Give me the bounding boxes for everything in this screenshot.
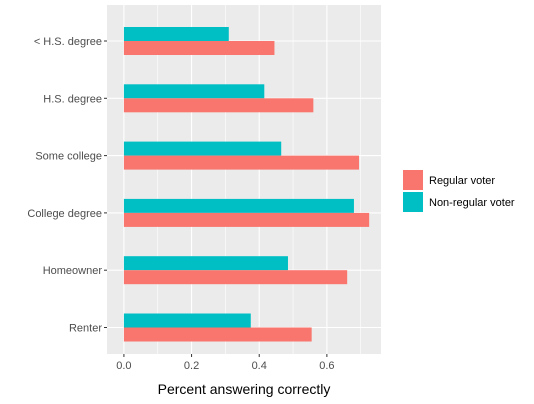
bar-regular-1 xyxy=(123,98,314,113)
plot-panel xyxy=(107,5,381,354)
bar-regular-0 xyxy=(123,41,275,55)
y-tick-label: Renter xyxy=(69,323,102,335)
x-tick-label: 0.0 xyxy=(116,360,131,372)
bar-non-regular-0 xyxy=(123,27,229,41)
x-tick-label: 0.2 xyxy=(184,360,199,372)
y-tick-label: College degree xyxy=(27,208,102,220)
legend: Regular voter Non-regular voter xyxy=(403,170,515,212)
bar-regular-4 xyxy=(123,270,348,285)
bar-regular-3 xyxy=(123,212,370,227)
bar-regular-5 xyxy=(123,327,312,342)
legend-key xyxy=(403,170,423,190)
axis-ticks: < H.S. degree H.S. degree Some college Coll… xyxy=(27,36,334,372)
bar-non-regular-1 xyxy=(123,84,265,99)
x-axis-title: Percent answering correctly xyxy=(158,381,331,397)
y-tick-label: Homeowner xyxy=(43,265,103,277)
legend-label: Non-regular voter xyxy=(429,197,515,209)
bar-regular-2 xyxy=(123,155,360,170)
y-tick-label: Some college xyxy=(35,151,102,163)
x-tick-label: 0.6 xyxy=(319,360,334,372)
y-tick-label: < H.S. degree xyxy=(34,36,102,48)
x-tick-label: 0.4 xyxy=(252,360,267,372)
y-tick-label: H.S. degree xyxy=(43,93,102,105)
bar-non-regular-4 xyxy=(123,256,288,271)
bar-non-regular-5 xyxy=(123,313,251,328)
bars xyxy=(123,27,370,342)
legend-key xyxy=(403,192,423,212)
legend-label: Regular voter xyxy=(429,175,495,187)
bar-non-regular-2 xyxy=(123,141,282,156)
bar-non-regular-3 xyxy=(123,198,354,213)
